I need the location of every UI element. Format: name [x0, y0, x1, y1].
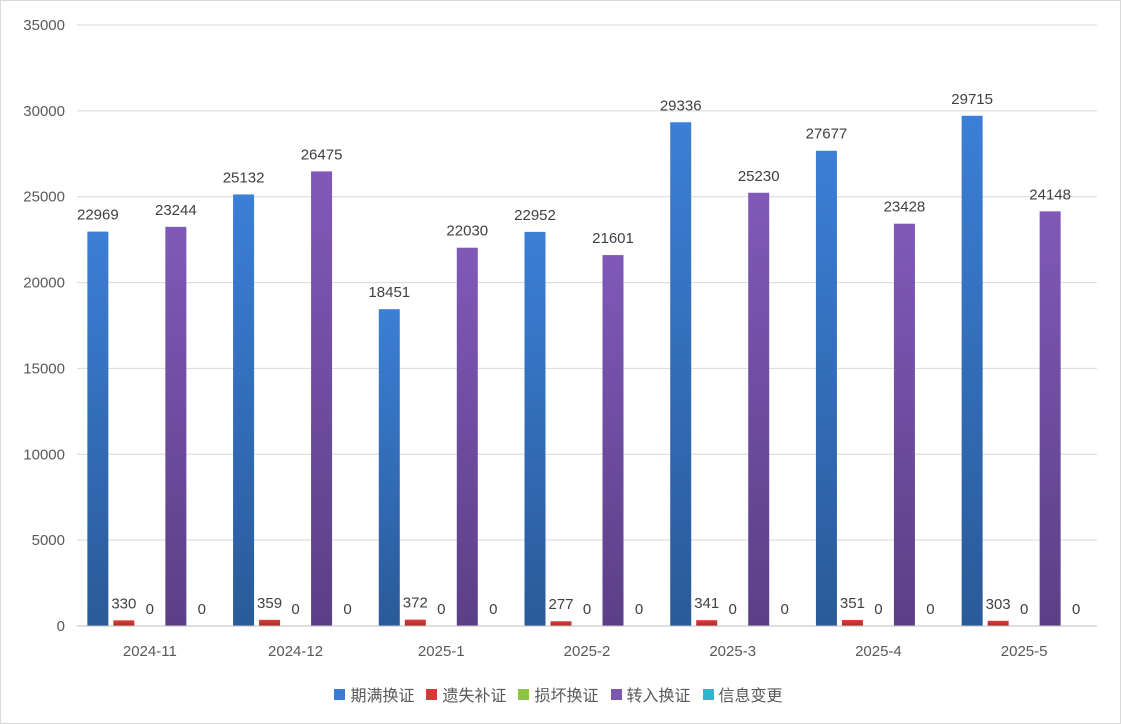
data-label: 341 [694, 595, 719, 612]
legend-swatch [518, 688, 530, 700]
data-label: 18451 [368, 284, 410, 301]
data-label: 29336 [660, 97, 702, 114]
legend-item-transfer: 转入换证 [610, 682, 691, 706]
data-label: 0 [729, 601, 737, 618]
data-label: 0 [198, 601, 206, 618]
data-label: 21601 [592, 230, 634, 247]
x-tick-label: 2025-3 [709, 643, 756, 660]
legend-item-renewal: 期满换证 [334, 682, 414, 706]
data-label: 359 [257, 595, 282, 612]
data-label: 0 [343, 601, 351, 618]
bar-renewal [670, 122, 692, 626]
x-tick-label: 2025-5 [1001, 643, 1048, 660]
legend-label: 损坏换证 [534, 686, 599, 705]
legend-swatch [702, 688, 714, 700]
data-label: 26475 [301, 146, 343, 163]
bar-transfer [748, 192, 770, 626]
data-label: 25132 [223, 169, 265, 186]
data-label: 351 [840, 595, 865, 612]
x-tick-label: 2025-4 [855, 643, 902, 660]
legend-swatch [426, 688, 438, 700]
legend-label: 遗失补证 [442, 686, 507, 705]
data-label: 29715 [951, 91, 993, 108]
y-tick-label: 0 [57, 618, 65, 635]
bar-renewal [815, 150, 837, 626]
bar-transfer [311, 171, 333, 627]
x-tick-label: 2025-2 [564, 643, 611, 660]
x-tick-label: 2025-1 [418, 643, 465, 660]
data-label: 22030 [446, 223, 488, 240]
y-tick-label: 5000 [32, 532, 65, 549]
data-label: 22952 [514, 207, 556, 224]
x-tick-label: 2024-12 [268, 643, 323, 660]
legend-label: 期满换证 [350, 686, 415, 705]
bar-lost [113, 620, 135, 626]
bar-transfer [893, 223, 915, 627]
y-tick-label: 20000 [23, 275, 65, 292]
data-label: 0 [437, 601, 445, 618]
gridlines [77, 24, 1097, 541]
data-label: 372 [403, 595, 428, 612]
bar-transfer [165, 226, 187, 626]
y-tick-label: 35000 [23, 17, 65, 34]
data-label: 22969 [77, 207, 119, 224]
y-tick-label: 10000 [23, 446, 65, 463]
axes: 0 5000 10000 15000 20000 25000 30000 35000 2024-… [23, 17, 1097, 660]
bar-transfer [456, 247, 478, 626]
bar-lost [404, 619, 426, 626]
data-label: 24148 [1029, 186, 1071, 203]
legend-label: 信息变更 [718, 686, 783, 705]
data-label: 330 [111, 595, 136, 612]
data-label: 27677 [806, 126, 848, 143]
data-label: 0 [1020, 601, 1028, 618]
bar-renewal [524, 231, 546, 626]
bars [87, 115, 1061, 627]
legend-label: 转入换证 [626, 686, 691, 705]
legend-item-damaged: 损坏换证 [518, 682, 599, 706]
bar-renewal [961, 115, 983, 626]
data-label: 0 [781, 601, 789, 618]
x-tick-label: 2024-11 [123, 643, 177, 660]
data-label: 0 [635, 601, 643, 618]
bar-lost [841, 619, 863, 626]
data-label: 23428 [884, 199, 926, 216]
data-label: 0 [291, 601, 299, 618]
data-label: 0 [146, 601, 154, 618]
data-label: 25230 [738, 168, 780, 185]
data-label: 0 [1072, 601, 1080, 618]
legend: 期满换证 遗失补证 损坏换证 转入换证 信息变更 [1, 681, 1120, 707]
data-label: 0 [874, 601, 882, 618]
bar-lost [987, 620, 1009, 626]
bar-transfer [602, 255, 624, 627]
bar-transfer [1039, 211, 1061, 626]
y-tick-label: 30000 [23, 103, 65, 120]
legend-item-info-change: 信息变更 [702, 682, 783, 706]
bar-renewal [233, 194, 255, 626]
bar-renewal [378, 309, 400, 626]
y-tick-label: 25000 [23, 189, 65, 206]
bar-lost [696, 620, 718, 626]
legend-swatch [610, 688, 622, 700]
data-label: 303 [986, 596, 1011, 613]
y-tick-label: 15000 [23, 360, 65, 377]
bar-lost [259, 619, 281, 626]
bar-renewal [87, 231, 109, 626]
data-label: 277 [548, 596, 573, 613]
legend-item-lost: 遗失补证 [426, 682, 506, 706]
legend-swatch [334, 688, 346, 700]
data-label: 0 [926, 601, 934, 618]
data-label: 0 [489, 601, 497, 618]
data-label: 0 [583, 601, 591, 618]
data-label: 23244 [155, 202, 197, 219]
bar-lost [550, 621, 572, 626]
